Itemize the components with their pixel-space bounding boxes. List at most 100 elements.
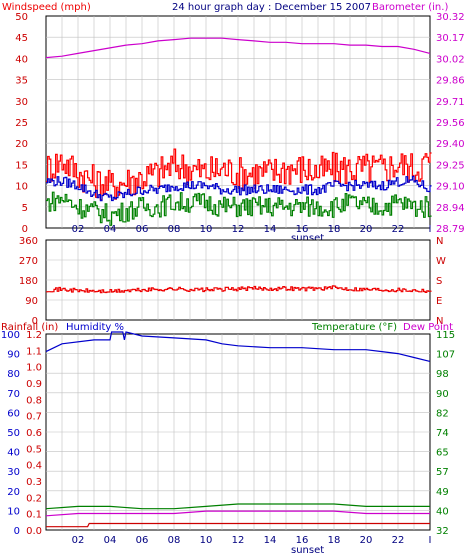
humidity-tick: 50 (7, 428, 20, 439)
windspeed-tick: 25 (15, 118, 28, 129)
temperature-tick: 90 (436, 389, 449, 400)
graph-title: 24 hour graph day : December 15 2007 (172, 2, 371, 13)
rain-humidity-temp-series (45, 331, 431, 528)
rainfall-tick: 0.3 (26, 477, 42, 488)
x-tick-label: I (429, 224, 432, 235)
temperature-axis-title: Temperature (°F) (311, 322, 397, 333)
x-tick-label: 14 (264, 535, 277, 546)
sunset-marker: sunset (291, 233, 324, 244)
compass-tick: E (436, 296, 442, 307)
windspeed-tick: 5 (22, 203, 28, 214)
temperature-ticks: 115 107 98 90 82 74 65 57 49 40 32 (436, 330, 455, 537)
barometer-tick: 29.25 (436, 160, 465, 171)
compass-tick: S (436, 276, 442, 287)
humidity-tick: 30 (7, 467, 20, 478)
x-tick-label: 04 (104, 224, 117, 235)
rainfall-tick: 0.7 (26, 412, 42, 423)
humidity-tick: 20 (7, 487, 20, 498)
x-tick-label: 22 (392, 224, 405, 235)
windspeed-tick: 50 (15, 12, 28, 23)
direction-degree-tick: 360 (19, 236, 38, 247)
barometer-tick: 30.02 (436, 54, 465, 65)
windspeed-tick: 45 (15, 33, 28, 44)
humidity-tick: 70 (7, 389, 20, 400)
wind-baro-x-ticks: 02 04 06 08 10 12 14 16 18 20 22 I (72, 224, 432, 235)
x-tick-label: 16 (296, 224, 309, 235)
direction-degree-ticks: 360 270 180 90 0 (19, 236, 38, 327)
temperature-tick: 49 (436, 487, 449, 498)
direction-degree-tick: 270 (19, 256, 38, 267)
barometer-axis-title: Barometer (in.) (372, 2, 448, 13)
temperature-tick: 32 (436, 526, 449, 537)
barometer-ticks: 30.32 30.17 30.02 29.86 29.71 29.56 29.40 29.25… (436, 12, 465, 235)
temperature-tick: 82 (436, 408, 449, 419)
rain-humidity-temp-grid (46, 334, 430, 530)
x-tick-label: 02 (72, 535, 85, 546)
x-tick-label: 06 (136, 224, 149, 235)
wind_min-line (46, 191, 432, 226)
windspeed-tick: 20 (15, 139, 28, 150)
wind-baro-series (45, 37, 432, 226)
barometer-tick: 28.94 (436, 203, 465, 214)
rainfall-line (46, 522, 430, 528)
x-tick-label: 02 (72, 224, 85, 235)
x-tick-label: I (429, 535, 432, 546)
barometer-tick: 30.32 (436, 12, 465, 23)
direction-degree-tick: 0 (32, 316, 38, 327)
compass-tick: N (436, 316, 443, 327)
rainfall-axis-title: Rainfall (in) (1, 322, 58, 333)
direction-degree-tick: 180 (19, 276, 38, 287)
gust_line-line (46, 175, 432, 202)
temperature-tick: 74 (436, 428, 449, 439)
temperature-tick: 57 (436, 467, 449, 478)
rainfall-tick: 1.1 (26, 346, 42, 357)
windspeed-axis-title: Windspeed (mph) (2, 2, 91, 13)
x-tick-label: 12 (232, 224, 245, 235)
barometer-tick: 29.56 (436, 118, 465, 129)
humidity-tick: 40 (7, 448, 20, 459)
direction-series (46, 285, 432, 294)
rainfall-tick: 0.5 (26, 444, 42, 455)
x-tick-label: 10 (200, 535, 213, 546)
temperature-tick: 98 (436, 369, 449, 380)
wind-baro-grid (46, 16, 430, 228)
x-tick-label: 18 (328, 535, 341, 546)
rainfall-tick: 1.0 (26, 363, 42, 374)
compass-tick: W (436, 256, 446, 267)
humidity-tick: 0 (14, 526, 20, 537)
humidity-tick: 90 (7, 350, 20, 361)
rainfall-tick: 0.6 (26, 428, 42, 439)
rainfall-tick: 1.2 (26, 330, 42, 341)
humidity-axis-title: Humidity % (66, 322, 124, 333)
temperature-tick: 40 (436, 506, 449, 517)
humidity-line (45, 331, 431, 362)
humidity-tick: 80 (7, 369, 20, 380)
barometer-line (45, 37, 431, 59)
barometer-tick: 29.71 (436, 97, 465, 108)
barometer-tick: 29.10 (436, 182, 465, 193)
x-tick-label: 10 (200, 224, 213, 235)
x-tick-label: 18 (328, 224, 341, 235)
direction-grid (46, 240, 430, 320)
humidity-tick: 10 (7, 506, 20, 517)
windspeed-tick: 30 (15, 97, 28, 108)
rainfall-tick: 0.9 (26, 379, 42, 390)
barometer-tick: 29.40 (436, 139, 465, 150)
rainfall-ticks: 1.2 1.1 1.0 0.9 0.8 0.7 0.6 0.5 0.4 0.3 0.2 0.1 0.0 (26, 330, 42, 537)
rainfall-tick: 0.1 (26, 510, 42, 521)
dewpoint-line (45, 510, 430, 517)
humidity-tick: 100 (1, 330, 20, 341)
rainfall-tick: 0.4 (26, 461, 42, 472)
dewpoint-axis-title: Dew Point (403, 322, 453, 333)
x-tick-label: 08 (168, 224, 181, 235)
windspeed-tick: 0 (22, 224, 28, 235)
sunset-marker-bottom: sunset (291, 545, 324, 556)
x-tick-label: 20 (360, 224, 373, 235)
temperature-tick: 107 (436, 350, 455, 361)
x-tick-label: 06 (136, 535, 149, 546)
barometer-tick: 30.17 (436, 33, 465, 44)
temperature-tick: 65 (436, 448, 449, 459)
x-tick-label: 22 (392, 535, 405, 546)
